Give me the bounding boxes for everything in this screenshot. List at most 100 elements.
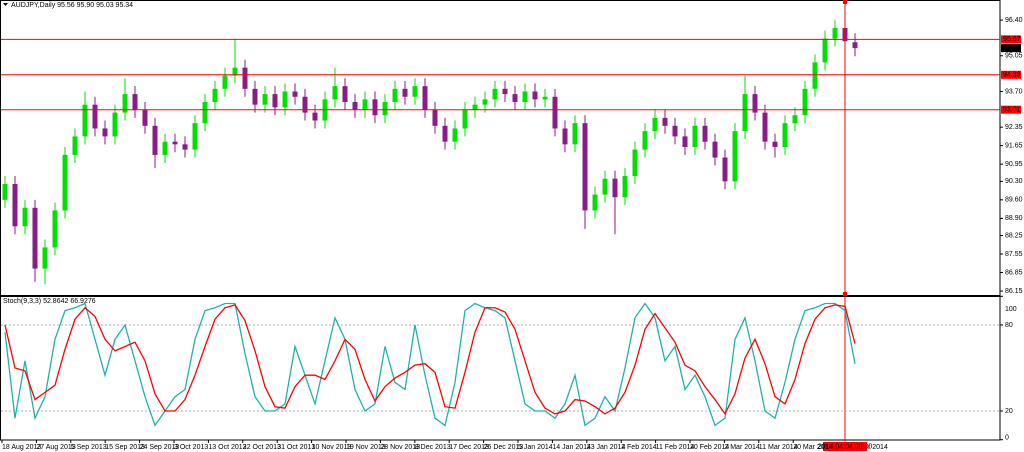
candle-body (472, 104, 478, 110)
level-box (1001, 35, 1021, 44)
y-tick-label: 93.70 (1005, 88, 1023, 95)
price-label: 95.34 (1003, 45, 1021, 52)
candle-body (652, 117, 658, 132)
candle-body (192, 123, 198, 150)
candle-body (712, 141, 718, 158)
candle-body (282, 91, 288, 108)
x-tick-label: 2 Mar 2014 (724, 444, 760, 451)
candle-body (362, 99, 368, 110)
y-tick-label: 88.90 (1005, 215, 1023, 222)
candle-body (222, 75, 228, 89)
candle-body (462, 109, 468, 129)
candle-body (482, 99, 488, 105)
candle-body (22, 207, 28, 227)
x-tick-label: 23 Jan 2014 (587, 444, 626, 451)
candle-body (602, 178, 608, 195)
candle-body (702, 125, 708, 142)
candle-body (342, 86, 348, 103)
y-tick-label: 86.85 (1005, 269, 1023, 276)
candle-body (442, 125, 448, 142)
candle-body (202, 102, 208, 124)
candle-body (292, 91, 298, 97)
y-tick-label: 100 (1005, 306, 1017, 313)
candle-body (532, 91, 538, 100)
x-tick-label: 5 Sep 2013 (71, 444, 107, 451)
candle-body (582, 123, 588, 211)
stoch-line (4, 304, 856, 416)
candle-body (122, 94, 128, 113)
x-tick-label: 11 Mar 2014 (759, 444, 798, 451)
x-tick-label: 31 Oct 2013 (277, 444, 315, 451)
candle-body (622, 176, 628, 198)
x-tick-label: 24 Sep 2013 (140, 444, 180, 451)
candle-body (212, 88, 218, 103)
candle-body (252, 88, 258, 105)
candle-body (2, 183, 8, 200)
y-tick-label: 96.40 (1005, 17, 1023, 24)
candle-body (382, 102, 388, 116)
candle-body (142, 109, 148, 126)
x-tick-label-fragment: r 2014 (868, 444, 888, 451)
y-tick-label: 90.30 (1005, 178, 1023, 185)
candle-body (352, 102, 358, 110)
candle-body (242, 67, 248, 89)
level-box (1001, 70, 1021, 79)
x-tick-label: 20 Mar 2014 (793, 444, 832, 451)
x-tick-label: 20 Feb 2014 (690, 444, 729, 451)
candle-body (332, 86, 338, 100)
candle-body (372, 99, 378, 116)
crosshair-marker (843, 0, 847, 4)
y-tick-label: 95.05 (1005, 53, 1023, 60)
candle-body (822, 38, 828, 63)
candle-body (32, 207, 38, 269)
candle-body (722, 157, 728, 182)
candle-body (162, 141, 168, 155)
y-tick-label: 80 (1005, 322, 1013, 329)
candle-body (562, 128, 568, 145)
candle-body (852, 42, 858, 49)
menu-triangle (3, 3, 8, 6)
y-tick-label: 0 (1005, 435, 1009, 442)
candle-body (552, 96, 558, 129)
y-tick-label: 91.65 (1005, 142, 1023, 149)
candle-body (92, 104, 98, 129)
candle-body (492, 88, 498, 100)
candle-body (782, 123, 788, 147)
x-tick-label: 15 Sep 2013 (105, 444, 145, 451)
candle-body (102, 128, 108, 137)
candle-body (612, 178, 618, 198)
candle-body (672, 125, 678, 137)
crosshair-date-label: 2014.04.04 00:00 (818, 443, 873, 450)
y-tick-label: 88.25 (1005, 232, 1023, 239)
y-tick-label: 89.60 (1005, 197, 1023, 204)
x-tick-label: 13 Oct 2013 (208, 444, 246, 451)
candle-body (432, 109, 438, 126)
candle-body (762, 112, 768, 142)
y-tick-label: 20 (1005, 408, 1013, 415)
candle-body (412, 86, 418, 97)
candle-body (682, 136, 688, 147)
x-tick-label: 14 Jan 2014 (552, 444, 591, 451)
candle-body (812, 62, 818, 89)
y-tick-label: 86.15 (1005, 288, 1023, 295)
candle-body (392, 88, 398, 103)
candle-body (792, 115, 798, 124)
candle-body (522, 91, 528, 103)
candle-body (632, 149, 638, 177)
candle-body (62, 154, 68, 211)
candle-body (742, 94, 748, 132)
x-tick-label: 2 Feb 2014 (621, 444, 657, 451)
x-tick-label: 28 Nov 2013 (380, 444, 420, 451)
candle-body (802, 88, 808, 116)
level-label: 93.01 (1003, 107, 1021, 114)
x-tick-label: 5 Jan 2014 (518, 444, 553, 451)
main-pane-border (0, 0, 1001, 296)
candle-body (572, 123, 578, 145)
candle-body (512, 94, 518, 103)
candle-body (262, 94, 268, 105)
candle-body (592, 194, 598, 211)
candle-body (182, 144, 188, 150)
candle-body (692, 125, 698, 147)
x-tick-label: 8 Dec 2013 (415, 444, 451, 451)
